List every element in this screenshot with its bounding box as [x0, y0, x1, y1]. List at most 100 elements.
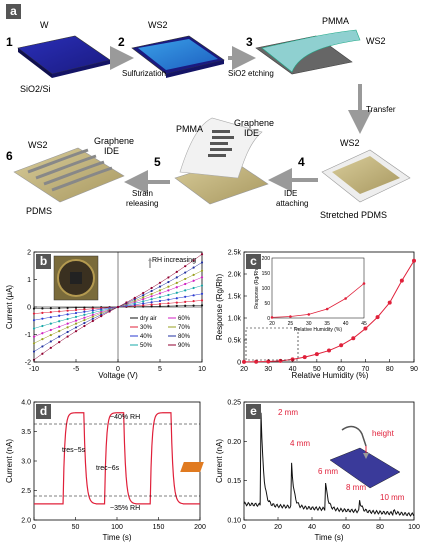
d-xtick-label: 150	[153, 524, 165, 531]
e-device-pad	[180, 462, 204, 472]
e-xtick-label: 20	[274, 524, 282, 531]
e-ytick-label: 0.10	[227, 518, 241, 525]
step-2-label-ws2: WS2	[148, 20, 168, 30]
arrow-label-attaching: attaching	[276, 199, 308, 208]
c-inset-xtick: 20	[269, 321, 275, 327]
c-inset-xtick: 30	[306, 321, 312, 327]
c-xtick-label: 40	[289, 366, 297, 373]
step-3-label-ws2: WS2	[366, 36, 386, 46]
d-xtick-label: 200	[194, 524, 206, 531]
c-inset-ytick: 100	[262, 286, 271, 292]
b-legend-label: 30%	[140, 325, 153, 331]
ws2-layer-4	[332, 156, 400, 194]
c-axes: 20 30 40 50 60 70 80 90 0 0.5k 1.0k 1.5k 2.0k 2.5k	[228, 250, 418, 374]
panel-e: 0 20 40 60 80 100 0.10 0.15 0.20 0.25 height 2 mm…	[180, 400, 420, 542]
e-ann-2mm: 2 mm	[278, 408, 298, 417]
d-ann-35: ~35% RH	[110, 505, 140, 512]
step-4-num: 4	[298, 155, 305, 169]
c-inset: 20 25 30 35 40 45 0 50 100 150 200 Relative Humidit…	[254, 256, 367, 333]
b-ytick-label: 2	[27, 250, 31, 257]
d-axes: 0 50 100 150 200 2.0 2.5 3.0 3.5 4.0	[21, 400, 206, 532]
c-inset-xtick: 45	[361, 321, 367, 327]
c-xtick-label: 20	[240, 366, 248, 373]
plot-d-frame	[33, 401, 201, 521]
step-1-num: 1	[6, 35, 13, 49]
c-inset-frame	[271, 257, 365, 319]
c-inset-xtick: 40	[343, 321, 349, 327]
b-legend-label: 90%	[178, 343, 191, 349]
e-finger-icon	[341, 425, 367, 447]
d-ann-40: ~40% RH	[110, 414, 140, 421]
e-ylabel: Current (nA)	[215, 439, 224, 483]
b-line-90	[33, 253, 203, 361]
d-xtick-label: 100	[111, 524, 123, 531]
e-xtick-label: 80	[376, 524, 384, 531]
e-ann-8mm: 8 mm	[346, 483, 366, 492]
c-xlabel: Relative Humidity (%)	[292, 371, 369, 380]
arrow-label-strain: Strain	[132, 189, 153, 198]
b-legend-label: 40%	[140, 334, 153, 340]
step-4-label-ws2: WS2	[340, 138, 360, 148]
e-device-icon	[329, 447, 401, 489]
step-6-label-ws2: WS2	[28, 140, 48, 150]
arrow-label-etching: SiO2 etching	[228, 69, 274, 78]
substrate-1-side	[52, 60, 110, 78]
c-ytick-label: 1.5k	[228, 294, 242, 301]
b-legend-label: 60%	[178, 316, 191, 322]
step-5-label-graphene: Graphene	[234, 118, 274, 128]
d-ann-trec: trec~6s	[96, 465, 120, 472]
c-xtick-label: 90	[410, 366, 418, 373]
c-point	[351, 336, 356, 341]
arrow-label-releasing: releasing	[126, 199, 158, 208]
c-inset-point	[270, 316, 274, 319]
c-inset-point	[289, 315, 292, 318]
e-ann-4mm: 4 mm	[290, 439, 310, 448]
c-inset-point	[307, 313, 311, 316]
b-ylabel: Current (μA)	[5, 285, 14, 330]
e-xtick-label: 100	[408, 524, 420, 531]
arrow-label-ide: IDE	[284, 189, 297, 198]
c-inset-ytick: 0	[267, 316, 270, 322]
panel-label-e: e	[246, 404, 261, 419]
step-4-label-pdms: Stretched PDMS	[320, 210, 387, 220]
step-6-label-graphene: Graphene	[94, 136, 134, 146]
c-xtick-label: 50	[313, 366, 321, 373]
c-ylabel: Response (Rg/Rh)	[215, 274, 224, 341]
ws2-layer-2	[138, 39, 218, 70]
e-xtick-label: 0	[242, 524, 246, 531]
c-series	[242, 258, 416, 364]
panel-label-a: a	[6, 4, 21, 19]
panel-c: 20 30 40 50 60 70 80 90 0 0.5k 1.0k 1.5k 2.0k 2.5k 20…	[215, 250, 418, 381]
e-xtick-label: 60	[342, 524, 350, 531]
step-6-label-pdms: PDMS	[26, 206, 52, 216]
c-point	[266, 359, 271, 364]
b-legend-label: 70%	[178, 325, 191, 331]
e-ytick-label: 0.20	[227, 439, 241, 446]
c-point	[254, 359, 259, 364]
d-ytick-label: 2.5	[21, 488, 31, 495]
c-xtick-label: 70	[362, 366, 370, 373]
c-inset-ytick: 50	[264, 301, 270, 307]
e-ann-height: height	[372, 429, 395, 438]
step-2-num: 2	[118, 35, 125, 49]
d-xtick-label: 0	[32, 524, 36, 531]
step-1-label-w: W	[40, 20, 49, 30]
step-5-label-ide: IDE	[244, 128, 259, 138]
c-inset-ytick: 200	[262, 256, 271, 262]
step-3-label-pmma: PMMA	[322, 16, 349, 26]
e-xlabel: Time (s)	[314, 533, 343, 542]
c-inset-point	[362, 282, 366, 285]
d-ytick-label: 3.5	[21, 429, 31, 436]
b-xtick-label: 5	[158, 366, 162, 373]
b-annotation: RH increasing	[152, 257, 196, 264]
panel-label-d: d	[36, 404, 51, 419]
panel-label-b: b	[36, 254, 51, 269]
arrow-label-sulfurization: Sulfurization	[122, 69, 166, 78]
c-inset-xlabel: Relative Humidity (%)	[294, 327, 342, 333]
b-xtick-label: 10	[198, 366, 206, 373]
panel-d: 0 50 100 150 200 2.0 2.5 3.0 3.5 4.0 ~40% RH ~35%…	[5, 400, 206, 543]
c-inset-ylabel: Response (Rg/Rh)	[254, 267, 260, 309]
e-series-line	[243, 412, 415, 517]
c-ytick-label: 0	[237, 360, 241, 367]
